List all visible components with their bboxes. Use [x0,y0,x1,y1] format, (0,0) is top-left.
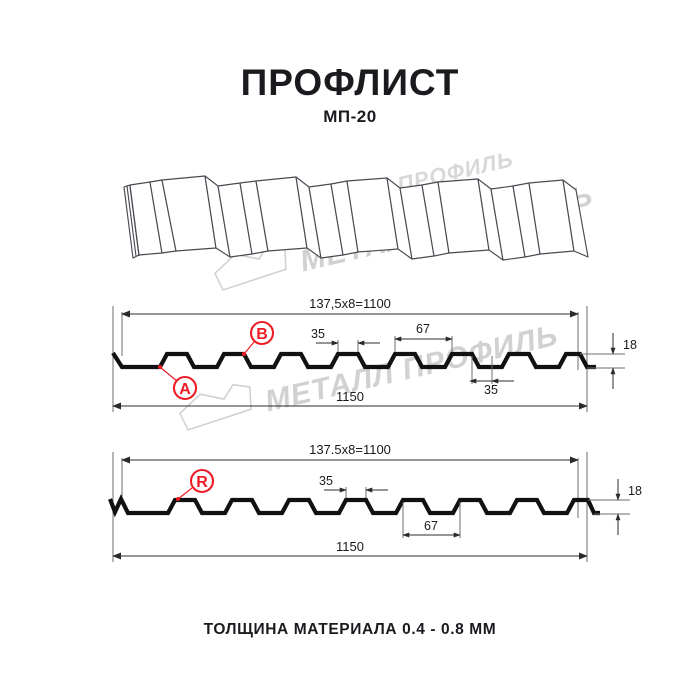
marker-a: A [158,365,198,401]
marker-b-label: B [256,326,268,343]
dim-flange-left-bottom: 35 [319,474,333,488]
dim-crest-width-bottom: 67 [424,519,438,533]
marker-r-label: R [196,474,208,491]
marker-a-label: A [179,381,191,398]
page-title: ПРОФЛИСТ [241,62,460,103]
dim-pitch-top: 137,5x8=1100 [309,296,391,311]
dim-overall-width-bottom: 1150 [336,539,364,554]
dim-pitch-bottom: 137.5x8=1100 [309,442,391,457]
page-subtitle: МП-20 [323,107,376,126]
marker-b: B [242,320,275,356]
isometric-profile-sheet [123,175,589,261]
dim-overall-width-top: 1150 [336,389,364,404]
dim-height-bottom: 18 [628,484,642,498]
dim-crest-width-top: 67 [416,322,430,336]
dim-flange-right-top: 35 [484,383,498,397]
footer-caption: ТОЛЩИНА МАТЕРИАЛА 0.4 - 0.8 ММ [204,621,497,638]
section-top: 1150 137,5x8=1100 35 67 35 18 [111,296,637,412]
dim-height-top: 18 [623,338,637,352]
dim-flange-left-top: 35 [311,327,325,341]
section-bottom: 1150 137.5x8=1100 35 67 18 R [108,442,642,562]
marker-r: R [176,468,215,501]
